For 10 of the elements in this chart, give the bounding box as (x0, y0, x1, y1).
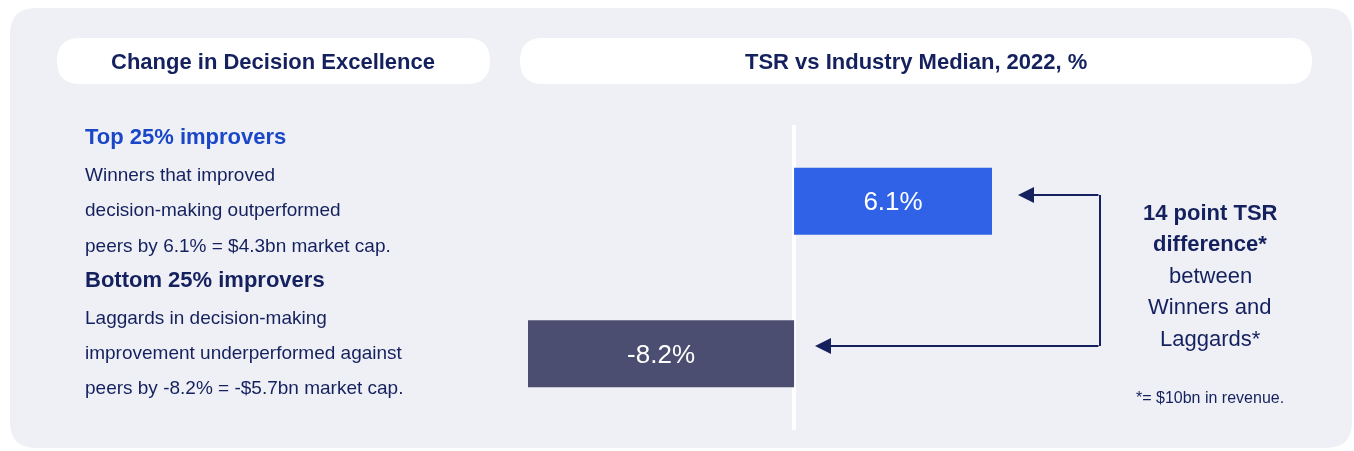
y-axis-title: Change in Decision Excellence (111, 49, 436, 74)
data-label: -8.2% (627, 338, 695, 369)
text: *= $10bn in revenue. (1136, 389, 1285, 406)
data-label: 6.1% (863, 186, 923, 217)
text: Winners that improved decision-making outperformed peers by 6.1% = $4.3bn market cap. (85, 164, 391, 256)
text: 14 point TSR difference* between Winners and Laggards* (1143, 200, 1278, 351)
text: Laggards in decision-making improvement underperformed against peers by -8.2% = -$5.7bn market cap. (85, 307, 404, 398)
y-tick-label: Bottom 25% improvers (85, 267, 325, 292)
chart-title: TSR vs Industry Median, 2022, % (745, 49, 1088, 74)
y-tick-label: Top 25% improvers (85, 124, 287, 149)
